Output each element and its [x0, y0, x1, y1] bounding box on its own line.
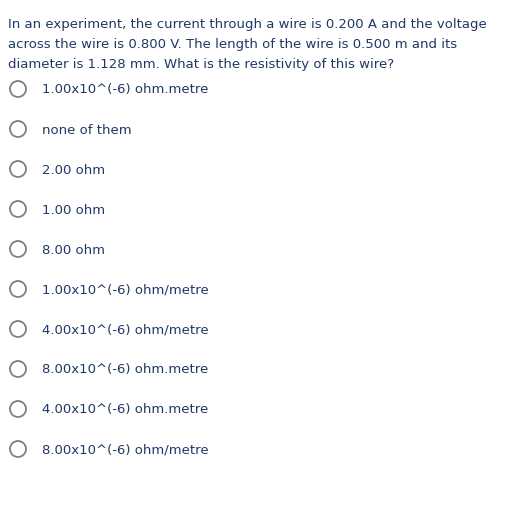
- Text: 8.00x10^(-6) ohm/metre: 8.00x10^(-6) ohm/metre: [42, 442, 209, 456]
- Text: 1.00 ohm: 1.00 ohm: [42, 203, 105, 216]
- Text: 4.00x10^(-6) ohm/metre: 4.00x10^(-6) ohm/metre: [42, 323, 209, 336]
- Text: across the wire is 0.800 V. The length of the wire is 0.500 m and its: across the wire is 0.800 V. The length o…: [8, 38, 457, 51]
- Text: none of them: none of them: [42, 123, 132, 136]
- Text: 2.00 ohm: 2.00 ohm: [42, 163, 105, 176]
- Text: 1.00x10^(-6) ohm.metre: 1.00x10^(-6) ohm.metre: [42, 83, 208, 96]
- Text: diameter is 1.128 mm. What is the resistivity of this wire?: diameter is 1.128 mm. What is the resist…: [8, 58, 394, 71]
- Text: 8.00x10^(-6) ohm.metre: 8.00x10^(-6) ohm.metre: [42, 363, 208, 376]
- Text: In an experiment, the current through a wire is 0.200 A and the voltage: In an experiment, the current through a …: [8, 18, 487, 31]
- Text: 8.00 ohm: 8.00 ohm: [42, 243, 105, 256]
- Text: 1.00x10^(-6) ohm/metre: 1.00x10^(-6) ohm/metre: [42, 283, 209, 296]
- Text: 4.00x10^(-6) ohm.metre: 4.00x10^(-6) ohm.metre: [42, 402, 208, 416]
